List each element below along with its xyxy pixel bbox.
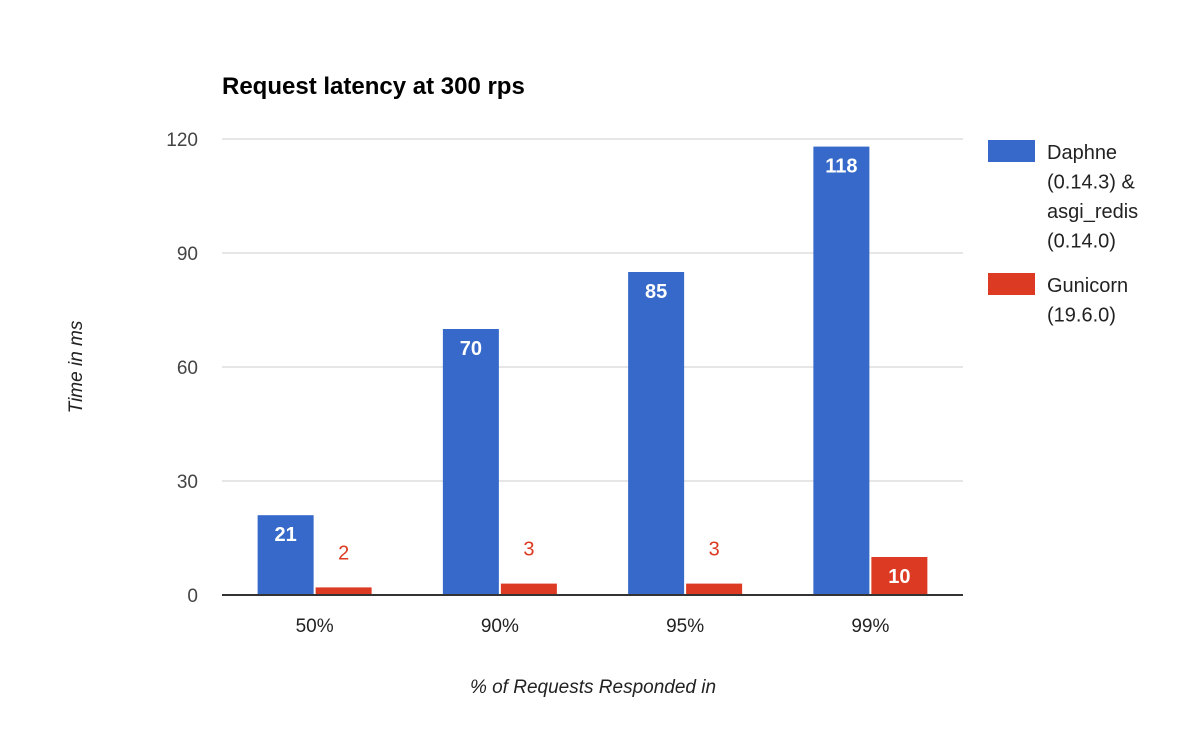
bar xyxy=(500,583,557,595)
legend-label: (0.14.3) & xyxy=(1047,172,1135,194)
bar xyxy=(257,515,314,595)
legend-swatch xyxy=(988,273,1035,295)
bar xyxy=(686,583,743,595)
data-label: 2 xyxy=(338,542,349,564)
x-tick-label: 50% xyxy=(296,616,334,637)
x-tick-label: 95% xyxy=(666,616,704,637)
y-axis-label: Time in ms xyxy=(66,320,87,413)
x-axis-label: % of Requests Responded in xyxy=(470,677,716,698)
data-label: 85 xyxy=(645,281,667,303)
data-label: 10 xyxy=(888,566,910,588)
data-label: 70 xyxy=(460,338,482,360)
legend-label: (0.14.0) xyxy=(1047,231,1116,253)
bar xyxy=(315,587,372,595)
data-label: 3 xyxy=(709,539,720,561)
y-tick-label: 90 xyxy=(177,244,198,265)
bar xyxy=(442,329,499,595)
y-tick-label: 0 xyxy=(187,586,198,607)
legend-swatch xyxy=(988,140,1035,162)
y-tick-label: 30 xyxy=(177,472,198,493)
data-label: 21 xyxy=(275,524,297,546)
legend-label: Daphne xyxy=(1047,142,1117,164)
bar xyxy=(813,146,870,595)
bar xyxy=(628,272,685,595)
chart-title: Request latency at 300 rps xyxy=(222,73,525,100)
y-tick-label: 120 xyxy=(166,130,198,151)
y-tick-label: 60 xyxy=(177,358,198,379)
legend-label: (19.6.0) xyxy=(1047,305,1116,327)
legend-label: asgi_redis xyxy=(1047,201,1138,223)
legend-label: Gunicorn xyxy=(1047,275,1128,297)
bar xyxy=(871,557,928,595)
data-label: 3 xyxy=(523,539,534,561)
x-tick-label: 99% xyxy=(851,616,889,637)
x-tick-label: 90% xyxy=(481,616,519,637)
data-label: 118 xyxy=(825,156,857,178)
